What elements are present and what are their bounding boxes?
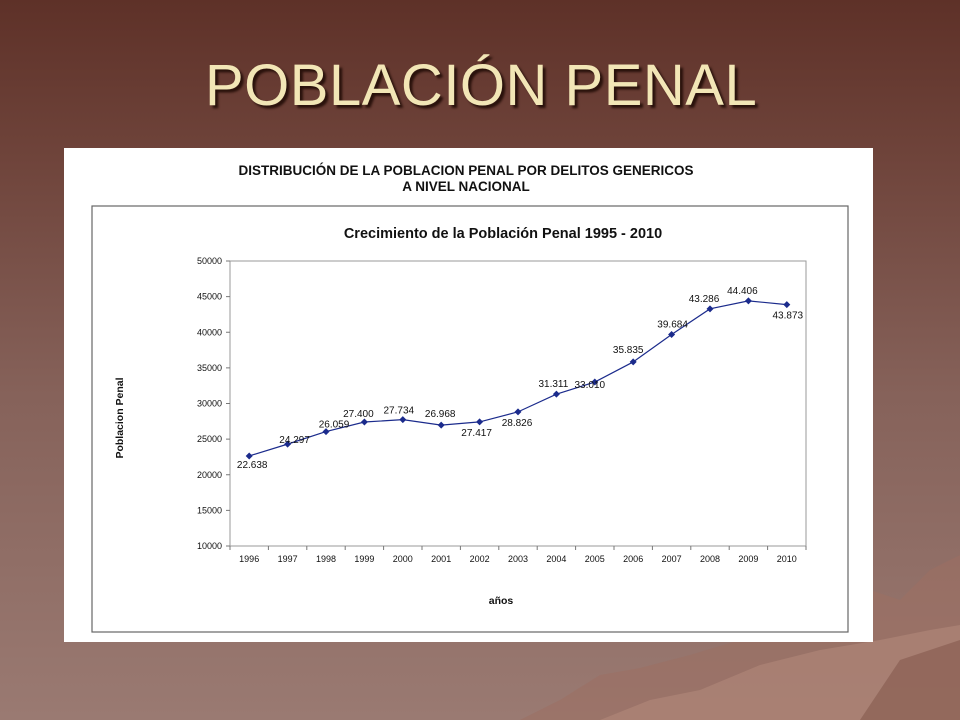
chart-header-line-2: A NIVEL NACIONAL (402, 179, 530, 194)
x-tick-label: 2003 (508, 554, 528, 564)
data-point (514, 408, 522, 416)
y-tick-label: 10000 (197, 541, 222, 551)
x-tick-label: 2005 (585, 554, 605, 564)
data-point (668, 331, 676, 339)
data-label: 31.311 (538, 379, 568, 390)
chart-title: Crecimiento de la Población Penal 1995 -… (344, 226, 662, 242)
data-label: 26.968 (425, 409, 456, 420)
data-label: 24.297 (279, 435, 310, 446)
data-label: 26.059 (319, 420, 350, 431)
data-point (360, 418, 368, 426)
y-tick-label: 25000 (197, 434, 222, 444)
x-tick-label: 2006 (623, 554, 643, 564)
data-point (284, 440, 292, 448)
data-point (706, 305, 714, 313)
y-axis-label: Poblacion Penal (114, 377, 126, 458)
y-tick-label: 20000 (197, 470, 222, 480)
data-label: 22.638 (237, 460, 268, 471)
chart-frame (91, 205, 849, 633)
data-label: 35.835 (613, 345, 644, 356)
data-label: 33.010 (575, 380, 606, 391)
x-tick-label: 2000 (393, 554, 413, 564)
data-point (591, 378, 599, 386)
data-point (783, 301, 791, 309)
data-point (399, 416, 407, 424)
x-tick-label: 2007 (662, 554, 682, 564)
y-tick-label: 35000 (197, 363, 222, 373)
data-label: 27.417 (461, 428, 492, 439)
x-axis-ticks: 1996 1997 1998 1999 2000 2001 2002 2003 2004 2005… (229, 546, 807, 564)
y-axis-ticks: 10000 15000 20000 25000 30000 35000 40000 45000… (197, 256, 230, 551)
x-tick-label: 2008 (700, 554, 720, 564)
y-tick-label: 15000 (197, 505, 222, 515)
data-point (437, 421, 445, 429)
x-tick-label: 2004 (546, 554, 566, 564)
x-tick-label: 1998 (316, 554, 336, 564)
data-point (322, 428, 330, 436)
data-label: 28.826 (502, 418, 533, 429)
x-tick-label: 1997 (278, 554, 298, 564)
data-point (552, 390, 560, 398)
slide-title: POBLACIÓN PENAL (205, 53, 758, 118)
y-tick-label: 30000 (197, 399, 222, 409)
x-tick-label: 2010 (777, 554, 797, 564)
x-tick-label: 1999 (354, 554, 374, 564)
data-label: 43.286 (689, 294, 720, 305)
chart-header-line-1: DISTRIBUCIÓN DE LA POBLACION PENAL POR D… (238, 163, 693, 178)
data-label: 27.400 (343, 409, 374, 420)
x-axis-label: años (489, 595, 514, 607)
data-point (476, 418, 484, 426)
x-tick-label: 2002 (470, 554, 490, 564)
data-label: 39.684 (657, 320, 688, 331)
data-point (629, 358, 637, 366)
chart-panel: DISTRIBUCIÓN DE LA POBLACION PENAL POR D… (64, 148, 873, 642)
data-label: 43.873 (773, 311, 804, 322)
y-tick-label: 45000 (197, 292, 222, 302)
x-tick-label: 2001 (431, 554, 451, 564)
data-label: 27.734 (384, 406, 415, 417)
line-chart: DISTRIBUCIÓN DE LA POBLACION PENAL POR D… (91, 163, 849, 633)
y-tick-label: 50000 (197, 256, 222, 266)
data-point (245, 452, 253, 460)
data-point (744, 297, 752, 305)
data-label: 44.406 (727, 286, 758, 297)
x-tick-label: 1996 (239, 554, 259, 564)
x-tick-label: 2009 (738, 554, 758, 564)
y-tick-label: 40000 (197, 327, 222, 337)
